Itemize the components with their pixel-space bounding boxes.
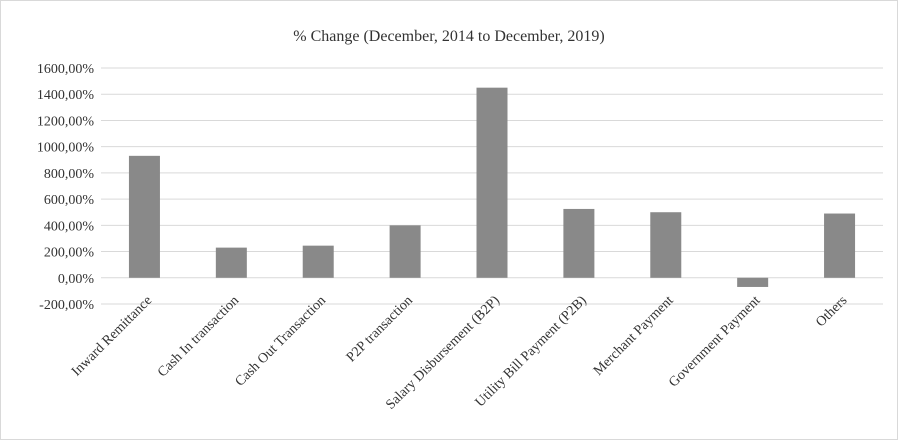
bar xyxy=(215,247,247,278)
y-tick-label: 0,00% xyxy=(58,272,95,287)
x-axis-category-labels: Inward Remittance Cash In transactionCash… xyxy=(69,293,850,413)
x-category-label: Merchant Payment xyxy=(591,293,677,379)
y-tick-label: 1600,00% xyxy=(37,62,95,77)
y-tick-label: 1200,00% xyxy=(37,114,95,129)
x-category-label: Cash In transaction xyxy=(155,293,242,380)
y-tick-label: 600,00% xyxy=(44,193,95,208)
bar xyxy=(737,277,769,287)
x-category-label: Others xyxy=(813,293,850,330)
bar xyxy=(563,208,595,278)
bars xyxy=(128,87,856,287)
y-tick-label: 1400,00% xyxy=(37,88,95,103)
bar xyxy=(650,212,682,278)
y-tick-label: 800,00% xyxy=(44,167,95,182)
y-tick-label: -200,00% xyxy=(39,298,94,313)
x-category-label: Cash Out Transaction xyxy=(233,293,329,389)
y-tick-label: 200,00% xyxy=(44,246,95,261)
x-category-label: Government Payment xyxy=(666,293,763,390)
y-tick-label: 400,00% xyxy=(44,219,95,234)
bar xyxy=(476,87,508,278)
y-axis-tick-labels: -200,00% 0,00% 200,00% 400,00% 600,00% 800,00… xyxy=(37,62,95,313)
bar xyxy=(389,225,421,278)
y-tick-label: 1000,00% xyxy=(37,141,95,156)
bar xyxy=(824,213,856,278)
chart-title: % Change (December, 2014 to December, 20… xyxy=(293,28,605,45)
bar xyxy=(302,245,334,278)
bar xyxy=(128,155,160,278)
